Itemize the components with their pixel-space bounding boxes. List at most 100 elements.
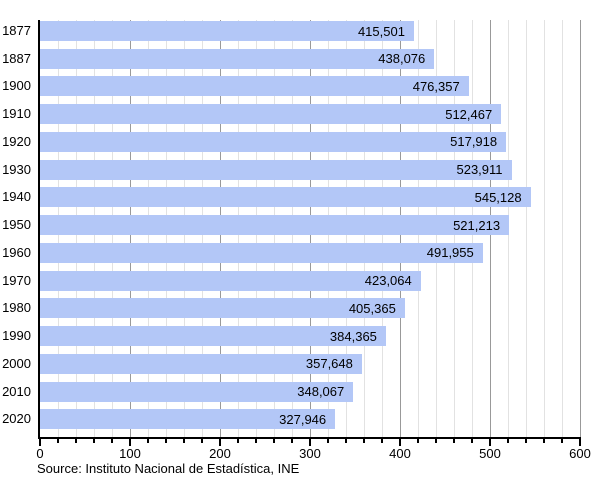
x-tick-minor xyxy=(147,439,149,443)
x-tick-minor xyxy=(237,439,239,443)
x-tick-label: 100 xyxy=(119,446,141,461)
x-tick-major xyxy=(39,439,41,446)
bar-row: 1980 405,365 xyxy=(2,298,580,326)
x-tick-major xyxy=(398,439,401,446)
year-label: 1990 xyxy=(2,328,31,344)
x-tick-minor xyxy=(255,439,257,443)
year-label: 1900 xyxy=(2,78,31,94)
x-tick-minor xyxy=(93,439,95,443)
source-note: Source: Instituto Nacional de Estadístic… xyxy=(37,461,300,476)
x-tick-label: 400 xyxy=(389,446,411,461)
bar-row: 1877 415,501 xyxy=(2,21,580,49)
bar-value-label: 545,128 xyxy=(474,189,522,205)
year-label: 1970 xyxy=(2,272,31,288)
bar-row: 2010 348,067 xyxy=(2,381,580,410)
bar: 476,357 xyxy=(40,76,469,97)
bar: 384,365 xyxy=(40,326,386,347)
bar-value-label: 523,911 xyxy=(456,162,503,178)
x-tick-minor xyxy=(201,439,203,443)
year-label: 1950 xyxy=(2,217,31,233)
x-tick-minor xyxy=(417,439,419,443)
bar: 491,955 xyxy=(40,242,483,263)
bar-row: 1990 384,365 xyxy=(2,326,580,354)
year-label: 1877 xyxy=(2,23,31,38)
bar: 357,648 xyxy=(40,353,362,374)
bars-container: 1877 415,501 1887 438,076 1900 476,357 1910 512… xyxy=(2,21,580,437)
year-label: 1980 xyxy=(2,300,31,316)
x-tick-minor xyxy=(74,439,77,443)
bar-row: 1920 517,918 xyxy=(2,131,580,160)
bar-value-label: 521,213 xyxy=(453,217,501,233)
x-tick-major xyxy=(128,439,131,446)
x-tick-minor xyxy=(272,439,275,443)
bar-value-label: 512,467 xyxy=(445,106,493,122)
bar-row: 1940 545,128 xyxy=(2,187,580,215)
year-label: 1910 xyxy=(2,106,31,122)
bar: 438,076 xyxy=(40,48,435,69)
x-tick-label: 600 xyxy=(569,446,591,461)
x-tick-minor xyxy=(381,439,383,443)
year-label: 1887 xyxy=(2,50,31,66)
bar-value-label: 476,357 xyxy=(412,78,460,94)
bar-row: 1960 491,955 xyxy=(2,242,580,271)
year-label: 2020 xyxy=(2,411,31,427)
year-label: 2010 xyxy=(2,383,31,399)
bar: 523,911 xyxy=(40,159,512,180)
year-label: 1930 xyxy=(2,161,31,177)
bar-value-label: 348,067 xyxy=(297,384,345,400)
bar-value-label: 384,365 xyxy=(329,328,377,344)
x-tick-minor xyxy=(110,439,113,443)
x-tick-minor xyxy=(471,439,473,443)
bar: 517,918 xyxy=(40,131,507,152)
year-label: 2000 xyxy=(2,355,31,371)
bar: 521,213 xyxy=(40,215,510,236)
gridline-minor xyxy=(526,20,527,437)
x-tick-minor xyxy=(182,439,185,443)
bar-value-label: 423,064 xyxy=(364,273,412,289)
x-tick-minor xyxy=(363,439,365,443)
x-tick-major xyxy=(489,439,491,446)
x-tick-minor xyxy=(506,439,509,443)
x-tick-major xyxy=(218,439,221,446)
x-tick-minor xyxy=(453,439,455,443)
bar-row: 1887 438,076 xyxy=(2,48,580,77)
x-tick-minor xyxy=(326,439,329,443)
x-axis-line xyxy=(38,437,581,439)
bar: 512,467 xyxy=(40,104,502,125)
gridline-major xyxy=(580,20,581,437)
gridline-minor xyxy=(562,20,563,437)
x-tick-minor xyxy=(345,439,347,443)
x-tick-label: 500 xyxy=(479,446,501,461)
year-label: 1940 xyxy=(2,189,31,205)
bar-value-label: 517,918 xyxy=(450,134,498,150)
bar: 545,128 xyxy=(40,187,531,208)
x-tick-minor xyxy=(561,439,563,443)
year-label: 1960 xyxy=(2,244,31,260)
x-tick-label: 300 xyxy=(299,446,321,461)
x-tick-label: 0 xyxy=(36,446,44,461)
bar-value-label: 415,501 xyxy=(357,23,405,39)
year-label: 1920 xyxy=(2,133,31,149)
bar-row: 2020 327,946 xyxy=(2,409,580,437)
bar-value-label: 357,648 xyxy=(305,356,353,372)
bar-row: 2000 357,648 xyxy=(2,353,580,382)
x-tick-minor xyxy=(291,439,293,443)
x-tick-major xyxy=(309,439,311,446)
y-axis-line xyxy=(38,20,40,439)
bar: 405,365 xyxy=(40,298,405,319)
bar-row: 1950 521,213 xyxy=(2,215,580,243)
bar: 327,946 xyxy=(40,409,336,430)
bar-value-label: 491,955 xyxy=(426,245,474,261)
bar: 348,067 xyxy=(40,381,354,402)
x-tick-minor xyxy=(435,439,437,443)
bar-value-label: 405,365 xyxy=(348,300,396,316)
bar: 423,064 xyxy=(40,270,421,291)
bar-value-label: 438,076 xyxy=(378,51,426,67)
x-tick-label: 200 xyxy=(209,446,231,461)
bar-row: 1970 423,064 xyxy=(2,270,580,299)
bar: 415,501 xyxy=(40,21,414,41)
x-tick-major xyxy=(579,439,581,446)
x-tick-minor xyxy=(165,439,167,443)
bar-value-label: 327,946 xyxy=(279,411,327,427)
